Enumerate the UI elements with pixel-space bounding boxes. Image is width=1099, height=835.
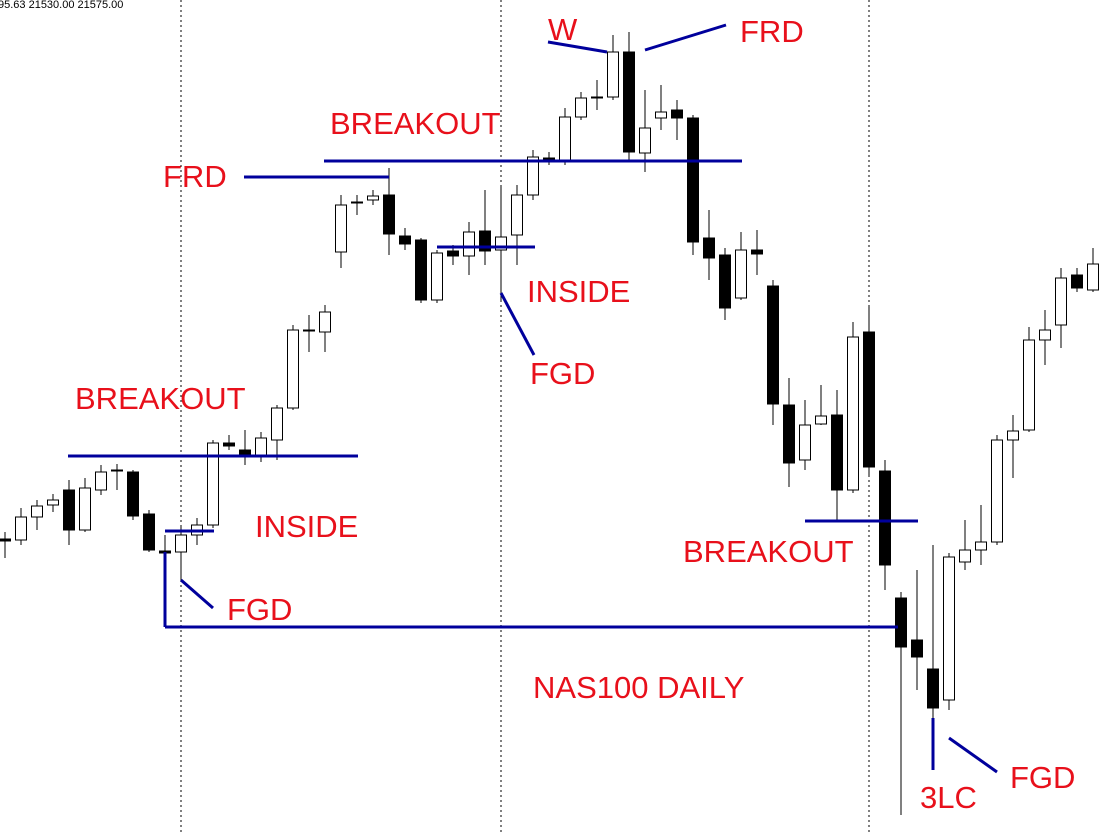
annotation: BREAKOUT (683, 534, 854, 569)
candle-body (895, 597, 907, 648)
candle-body (63, 489, 75, 531)
candle-body (959, 549, 971, 563)
candle-body (975, 541, 987, 551)
candle-body (223, 442, 235, 447)
candle-body (79, 487, 91, 531)
annotation-line (547, 40, 608, 54)
candle-body (879, 470, 891, 566)
candle-body (447, 250, 459, 257)
annotation: BREAKOUT (330, 106, 501, 141)
candle-body (463, 231, 475, 257)
drawn-lines (68, 23, 998, 774)
candle-body (1039, 329, 1051, 341)
candle-body (1055, 277, 1067, 326)
candle-body (655, 111, 667, 119)
annotation: FGD (227, 592, 292, 627)
candle-body (255, 437, 267, 456)
annotations: W FRD BREAKOUT FRD INSIDE FGD BREAKOUT I… (75, 12, 1075, 815)
candle-body (1087, 263, 1099, 291)
annotation: INSIDE (255, 509, 358, 544)
annotation: INSIDE (527, 274, 630, 309)
candle-body (799, 424, 811, 461)
candle-body (639, 127, 651, 154)
candle-body (271, 407, 283, 441)
candle-body (943, 556, 955, 701)
annotation: FRD (163, 159, 227, 194)
candle-body (335, 204, 347, 253)
candle-body (95, 471, 107, 491)
candle-body (47, 499, 59, 506)
candle-body (735, 249, 747, 299)
annotation-line (180, 578, 214, 610)
candle-body (591, 96, 603, 99)
candle-body (31, 505, 43, 518)
candle-body (367, 195, 379, 201)
candle-body (559, 116, 571, 163)
annotation-line (499, 292, 536, 356)
candle-body (863, 331, 875, 468)
candle-body (431, 252, 443, 301)
candle-body (671, 109, 683, 119)
candle-body (575, 97, 587, 118)
header-values: 95.63 21530.00 21575.00 (0, 0, 123, 11)
candle-body (1023, 339, 1035, 431)
annotation-line (948, 736, 998, 774)
chart-title: NAS100 DAILY (533, 670, 744, 705)
candle-body (0, 538, 11, 542)
annotation: BREAKOUT (75, 381, 246, 416)
candle-body (847, 336, 859, 491)
candle-body (767, 285, 779, 405)
candle-body (399, 235, 411, 245)
candle-body (1007, 430, 1019, 441)
annotation: FGD (1010, 760, 1075, 795)
candle-body (383, 194, 395, 235)
candle-body (15, 516, 27, 541)
candle-body (143, 513, 155, 551)
candle-body (623, 51, 635, 153)
candle-body (783, 404, 795, 464)
annotation: FRD (740, 14, 804, 49)
candle-body (607, 51, 619, 98)
candle-body (831, 414, 843, 491)
candle-body (287, 329, 299, 409)
candle-body (687, 117, 699, 243)
candle-body (751, 249, 763, 255)
candle-body (719, 254, 731, 309)
candle-body (303, 329, 315, 332)
candle-body (479, 230, 491, 252)
candle-body (991, 439, 1003, 543)
candle-body (415, 239, 427, 301)
candle-body (927, 668, 939, 709)
candle-body (351, 201, 363, 204)
candle-body (127, 471, 139, 517)
annotation: FGD (530, 356, 595, 391)
candle-body (207, 442, 219, 526)
candles (0, 32, 1099, 815)
period-separators (180, 0, 870, 835)
candle-body (703, 237, 715, 259)
candle-body (527, 156, 539, 196)
annotation: W (548, 12, 578, 47)
candle-body (911, 639, 923, 658)
candle-body (111, 469, 123, 472)
candle-body (511, 194, 523, 236)
candle-body (815, 415, 827, 425)
annotation: 3LC (920, 780, 977, 815)
candle-body (495, 236, 507, 251)
annotation-line (644, 23, 727, 52)
candle-body (1071, 274, 1083, 289)
candle-body (175, 534, 187, 553)
candle-body (319, 311, 331, 333)
